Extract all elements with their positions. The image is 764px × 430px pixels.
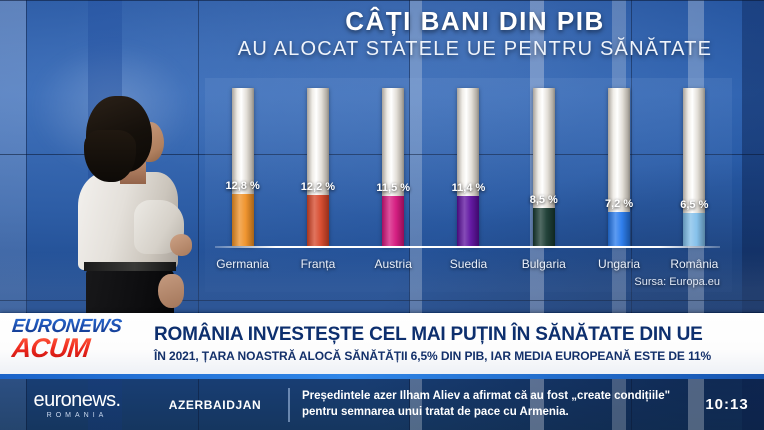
graphic-subtitle: AU ALOCAT STATELE UE PENTRU SĂNĂTATE: [237, 38, 713, 61]
bar-tube: [382, 88, 405, 246]
studio-grid-line: [631, 0, 632, 430]
lower-third-banner: EURONEWS ACUM ROMÂNIA INVESTEȘTE CEL MAI…: [0, 313, 764, 374]
bar-fill: [457, 196, 480, 246]
bar-slot: 8,5 %: [521, 86, 567, 246]
ticker-divider: [288, 387, 290, 422]
bar-tube: [306, 88, 329, 246]
studio-grid-line: [409, 0, 410, 430]
channel-logo-text: euronews.: [12, 390, 142, 410]
bar-category-label: România: [670, 257, 719, 271]
presenter-hand: [170, 234, 192, 256]
news-ticker: euronews. ROMANIA AZERBAIDJAN Președinte…: [0, 379, 764, 430]
studio-grid-line: [0, 0, 764, 1]
presenter-belt: [84, 262, 176, 271]
program-logo: EURONEWS ACUM: [0, 313, 150, 374]
bar-chart-bars: 12,8 % 12,2 % 11,5 % 11,4 % 8,5 % 7,2 % 6,5 %: [205, 86, 732, 246]
bar-fill: [532, 208, 555, 246]
headline-block: ROMÂNIA INVESTEȘTE CEL MAI PUȚIN ÎN SĂNĂ…: [150, 313, 764, 374]
bar-tube: [532, 88, 555, 246]
bar-slot: 12,2 %: [295, 86, 341, 246]
bar-value-label: 8,5 %: [529, 194, 558, 206]
ticker-category: AZERBAIDJAN: [168, 397, 262, 412]
channel-logo-dot: .: [115, 389, 121, 411]
bar-fill: [306, 195, 329, 246]
bar-fill: [382, 196, 405, 246]
bar-value-label: 7,2 %: [604, 198, 634, 210]
channel-logo-name: euronews: [33, 389, 117, 411]
bar-chart-category-labels: Germania Franța Austria Suedia Bulgaria Ungar…: [205, 253, 732, 275]
bar-value-label: 12,8 %: [225, 180, 260, 192]
studio-grid-line: [0, 154, 764, 155]
bar-tube: [231, 88, 254, 246]
bar-slot: 11,4 %: [445, 86, 491, 246]
headline: ROMÂNIA INVESTEȘTE CEL MAI PUȚIN ÎN SĂNĂ…: [154, 324, 703, 346]
presenter: [62, 96, 192, 318]
bar-category-label: Suedia: [449, 257, 488, 271]
bar-slot: 11,5 %: [370, 86, 416, 246]
bar-value-label: 11,4 %: [451, 182, 486, 194]
bar-fill: [608, 212, 631, 246]
bar-value-label: 6,5 %: [680, 199, 709, 211]
graphic-titles: CÂȚI BANI DIN PIB AU ALOCAT STATELE UE P…: [205, 6, 745, 61]
bar-category-label: Franța: [300, 257, 336, 271]
bar-category-label: Austria: [374, 257, 412, 271]
bar-tube: [683, 88, 706, 246]
bar-tube: [608, 88, 631, 246]
bar-fill: [231, 194, 254, 246]
bar-slot: 6,5 %: [671, 86, 717, 246]
studio-grid-line: [0, 300, 764, 301]
bar-tube: [457, 88, 480, 246]
bar-slot: 7,2 %: [596, 86, 642, 246]
studio-grid-line: [198, 0, 199, 430]
bar-category-label: Bulgaria: [521, 257, 566, 271]
bar-fill: [683, 213, 706, 246]
chart-source: Sursa: Europa.eu: [634, 276, 720, 288]
channel-logo-region: ROMANIA: [46, 412, 108, 419]
subheadline: ÎN 2021, ȚARA NOASTRĂ ALOCĂ SĂNĂTĂȚII 6,…: [154, 348, 712, 363]
studio-grid-line: [26, 0, 27, 430]
channel-logo: euronews. ROMANIA: [0, 390, 142, 419]
graphic-title: CÂȚI BANI DIN PIB: [345, 6, 605, 36]
bar-category-label: Ungaria: [598, 257, 641, 271]
ticker-headline: Președintele azer Ilham Aliev a afirmat …: [302, 390, 671, 418]
presenter-hand: [158, 274, 184, 308]
bar-category-label: Germania: [216, 257, 269, 271]
presenter-hair: [84, 130, 136, 182]
bar-slot: 12,8 %: [220, 86, 266, 246]
banner-divider: [0, 374, 764, 379]
program-logo-acum: ACUM: [10, 333, 146, 363]
bar-value-label: 11,5 %: [376, 182, 411, 194]
clock: 10:13: [705, 396, 749, 413]
bar-value-label: 12,2 %: [300, 181, 336, 193]
chart-baseline: [215, 246, 720, 248]
